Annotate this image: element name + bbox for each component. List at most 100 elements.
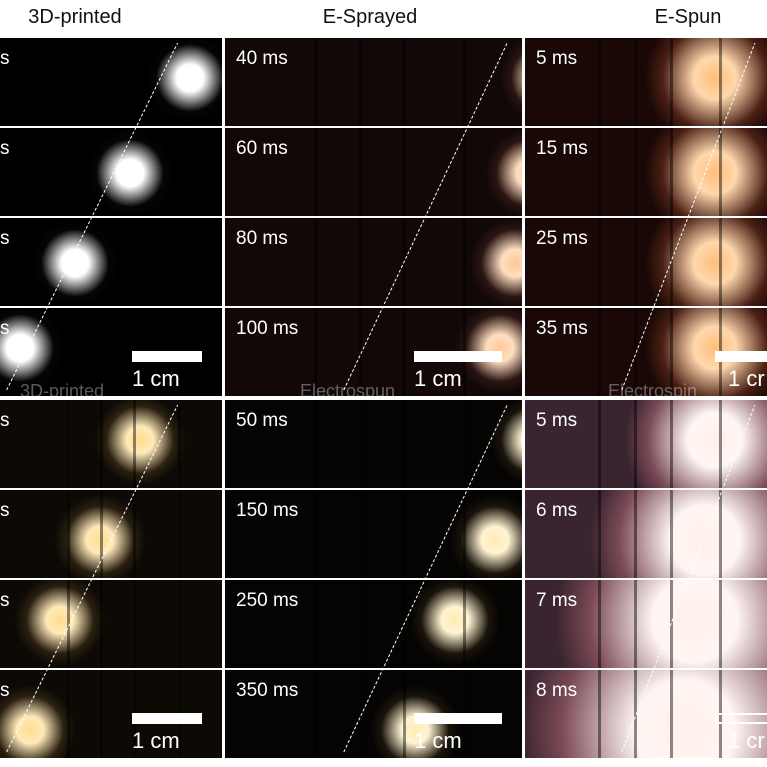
electrode-line — [403, 218, 406, 306]
scale-bar-label: 1 cr — [728, 728, 765, 753]
time-label: 6 ms — [536, 500, 578, 521]
electrode-line — [719, 38, 722, 126]
electrode-line — [598, 400, 601, 488]
electrode-line — [314, 38, 317, 126]
scale-bar — [414, 713, 502, 724]
electrode-line — [403, 128, 406, 216]
time-label: 250 ms — [236, 590, 299, 611]
image-panel: 50 ms — [225, 400, 522, 488]
image-panel: 25 ms — [525, 218, 767, 306]
electrode-line — [178, 580, 181, 668]
electrode-line — [67, 400, 70, 488]
electrode-line — [100, 580, 103, 668]
time-label: 7 ms — [536, 590, 578, 611]
image-panel: s — [0, 490, 222, 578]
scale-bar — [715, 713, 767, 724]
electrode-line — [719, 580, 722, 668]
time-label: 15 ms — [536, 138, 588, 159]
electrode-line — [314, 218, 317, 306]
electrode-line — [178, 490, 181, 578]
time-label: s — [0, 318, 10, 339]
time-label: s — [0, 48, 10, 69]
electrode-line — [670, 218, 673, 306]
electrode-line — [314, 128, 317, 216]
electrode-line — [359, 670, 362, 758]
electrode-line — [670, 490, 673, 578]
scale-bar-label: 1 cm — [414, 728, 462, 753]
time-label: s — [0, 500, 10, 521]
electrode-line — [403, 38, 406, 126]
electrode-line — [178, 400, 181, 488]
column-header: E-Spun — [654, 6, 722, 28]
electrode-line — [463, 218, 466, 306]
time-label: 350 ms — [236, 680, 299, 701]
electrode-line — [463, 38, 466, 126]
image-panel: 250 ms — [225, 580, 522, 668]
electrode-line — [719, 128, 722, 216]
caption: Electrospin — [608, 381, 698, 401]
scale-bar-label: 1 cm — [132, 366, 180, 391]
image-panel: 60 ms — [225, 128, 522, 216]
image-panel: s — [0, 218, 222, 306]
time-label: 60 ms — [236, 138, 288, 159]
electrode-line — [670, 128, 673, 216]
electrode-line — [100, 490, 103, 578]
electrode-line — [719, 218, 722, 306]
caption: Electrospun — [300, 381, 396, 401]
electrode-line — [598, 490, 601, 578]
electrode-line — [463, 400, 466, 488]
time-label: 5 ms — [536, 48, 578, 69]
electrode-line — [598, 218, 601, 306]
electrode-line — [359, 128, 362, 216]
caption: 3D-printed — [20, 381, 105, 401]
time-label: s — [0, 590, 10, 611]
image-panel: s — [0, 580, 222, 668]
electrode-line — [359, 580, 362, 668]
electrode-line — [100, 670, 103, 758]
electrode-line — [670, 580, 673, 668]
electrode-line — [598, 580, 601, 668]
electrode-line — [670, 670, 673, 758]
image-panel: 80 ms — [225, 218, 522, 306]
electrode-line — [403, 670, 406, 758]
electrode-line — [359, 38, 362, 126]
time-label: 25 ms — [536, 228, 588, 249]
electrode-line — [598, 38, 601, 126]
electrode-line — [463, 490, 466, 578]
electrode-line — [634, 218, 637, 306]
electrode-line — [670, 400, 673, 488]
time-label: 5 ms — [536, 410, 578, 431]
electrode-line — [314, 490, 317, 578]
image-panel: s — [0, 400, 222, 488]
image-panel: 150 ms — [225, 490, 522, 578]
scale-bar — [715, 351, 767, 362]
electrode-line — [359, 218, 362, 306]
image-panel: 5 ms — [525, 400, 767, 488]
electrode-line — [403, 400, 406, 488]
time-label: 35 ms — [536, 318, 588, 339]
electrode-line — [67, 580, 70, 668]
image-panel: 6 ms — [525, 490, 767, 578]
electrode-line — [634, 580, 637, 668]
electrode-line — [634, 38, 637, 126]
electrode-line — [634, 128, 637, 216]
electrode-line — [314, 670, 317, 758]
time-label: 50 ms — [236, 410, 288, 431]
time-label: s — [0, 680, 10, 701]
scale-bar — [132, 351, 202, 362]
electrode-line — [67, 490, 70, 578]
electrode-line — [598, 128, 601, 216]
time-label: s — [0, 138, 10, 159]
electrode-line — [634, 670, 637, 758]
image-panel: 5 ms — [525, 38, 767, 126]
time-label: 80 ms — [236, 228, 288, 249]
time-label: s — [0, 228, 10, 249]
electrode-line — [463, 128, 466, 216]
electrode-line — [133, 490, 136, 578]
electrode-line — [670, 38, 673, 126]
electrode-line — [359, 400, 362, 488]
electrode-line — [719, 400, 722, 488]
image-panel: 7 ms — [525, 580, 767, 668]
electrode-line — [100, 400, 103, 488]
